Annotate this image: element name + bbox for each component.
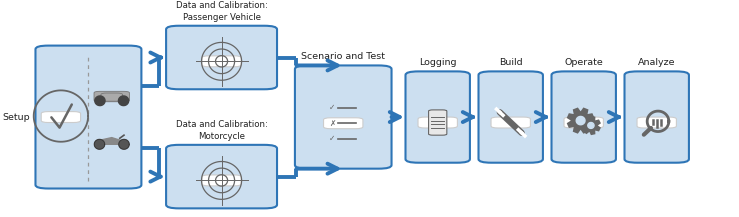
- FancyBboxPatch shape: [166, 26, 277, 89]
- Polygon shape: [567, 107, 594, 134]
- FancyBboxPatch shape: [564, 117, 604, 128]
- FancyBboxPatch shape: [295, 66, 392, 169]
- Text: ✗: ✗: [329, 119, 335, 128]
- Polygon shape: [95, 140, 105, 149]
- Text: Data and Calibration:
Motorcycle: Data and Calibration: Motorcycle: [176, 120, 268, 141]
- Text: ✓: ✓: [329, 134, 335, 143]
- Text: Scenario and Test: Scenario and Test: [302, 53, 385, 61]
- FancyBboxPatch shape: [637, 117, 676, 128]
- Polygon shape: [576, 117, 585, 125]
- FancyBboxPatch shape: [429, 110, 447, 135]
- FancyBboxPatch shape: [324, 118, 363, 129]
- FancyBboxPatch shape: [35, 46, 141, 189]
- Polygon shape: [102, 138, 121, 144]
- Text: Data and Calibration:
Passenger Vehicle: Data and Calibration: Passenger Vehicle: [176, 1, 268, 22]
- FancyBboxPatch shape: [624, 71, 689, 163]
- Polygon shape: [581, 116, 601, 135]
- FancyBboxPatch shape: [551, 71, 616, 163]
- Text: Logging: Logging: [419, 58, 457, 67]
- Text: ✓: ✓: [329, 103, 335, 112]
- Polygon shape: [588, 123, 594, 128]
- FancyBboxPatch shape: [101, 93, 123, 101]
- FancyBboxPatch shape: [491, 117, 531, 128]
- Text: Operate: Operate: [565, 58, 603, 67]
- Polygon shape: [118, 96, 129, 106]
- Polygon shape: [95, 96, 105, 106]
- Text: Analyze: Analyze: [638, 58, 675, 67]
- FancyBboxPatch shape: [94, 91, 129, 102]
- Text: Setup: Setup: [2, 113, 30, 122]
- FancyBboxPatch shape: [418, 117, 457, 128]
- FancyBboxPatch shape: [478, 71, 543, 163]
- FancyBboxPatch shape: [406, 71, 470, 163]
- FancyBboxPatch shape: [166, 145, 277, 208]
- Text: Build: Build: [499, 58, 522, 67]
- FancyBboxPatch shape: [41, 112, 81, 123]
- FancyBboxPatch shape: [202, 56, 241, 67]
- FancyBboxPatch shape: [202, 175, 241, 186]
- Polygon shape: [119, 140, 129, 149]
